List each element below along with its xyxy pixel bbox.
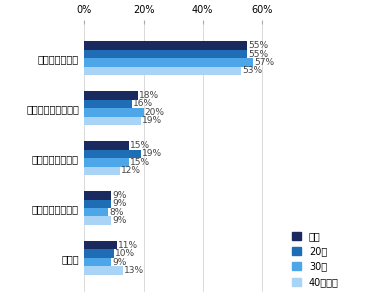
Bar (84, 67, 241, 75)
Legend: 全体, 20代, 30代, 40代以上: 全体, 20代, 30代, 40代以上 (293, 231, 339, 287)
Text: 20%: 20% (145, 108, 165, 117)
Bar (84, 108, 144, 117)
Text: 9%: 9% (112, 258, 127, 267)
Text: 55%: 55% (248, 50, 268, 58)
Bar (84, 41, 247, 50)
Text: 15%: 15% (130, 158, 150, 167)
Bar (84, 167, 120, 175)
Bar (84, 216, 111, 225)
Bar (84, 199, 111, 208)
Text: 11%: 11% (118, 241, 138, 250)
Bar (84, 91, 137, 100)
Bar (84, 141, 129, 150)
Bar (84, 249, 114, 258)
Text: 18%: 18% (139, 91, 159, 100)
Text: 12%: 12% (121, 166, 141, 175)
Text: 9%: 9% (112, 191, 127, 200)
Text: 9%: 9% (112, 216, 127, 225)
Bar (84, 50, 247, 58)
Bar (84, 150, 141, 158)
Bar (84, 208, 108, 216)
Text: 19%: 19% (142, 149, 162, 158)
Text: 9%: 9% (112, 199, 127, 208)
Text: 10%: 10% (115, 249, 135, 258)
Bar (84, 241, 117, 249)
Text: 57%: 57% (254, 58, 274, 67)
Bar (84, 258, 111, 266)
Bar (84, 266, 123, 275)
Text: 8%: 8% (109, 208, 124, 217)
Text: 55%: 55% (248, 41, 268, 50)
Bar (84, 191, 111, 199)
Text: 19%: 19% (142, 116, 162, 125)
Text: 15%: 15% (130, 141, 150, 150)
Text: 16%: 16% (133, 99, 153, 109)
Bar (84, 58, 253, 67)
Bar (84, 100, 132, 108)
Bar (84, 117, 141, 125)
Bar (84, 158, 129, 167)
Text: 13%: 13% (124, 266, 144, 275)
Text: 53%: 53% (242, 67, 262, 75)
